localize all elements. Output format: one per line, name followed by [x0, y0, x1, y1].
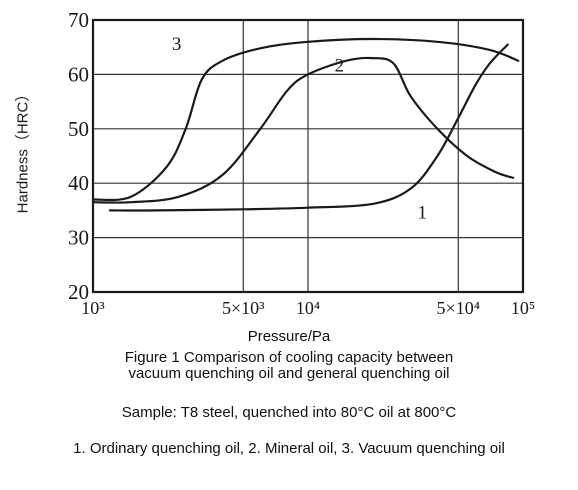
x-tick-label: 5×10⁴: [437, 298, 480, 318]
y-axis-label: Hardness（HRC）: [14, 86, 32, 214]
y-tick-label: 70: [68, 8, 89, 32]
curve-label-3: 3: [172, 34, 182, 55]
y-tick-label: 60: [68, 62, 89, 86]
hardness-chart: 3 2 1 20 30 40 50 60 70 10³ 5×10³ 10⁴ 5×10⁴ 10⁵: [68, 8, 535, 318]
series-3-line: [91, 37, 520, 202]
x-tick-label: 5×10³: [222, 298, 265, 318]
series-1-line: [108, 43, 509, 212]
sample-note: Sample: T8 steel, quenched into 80°C oil…: [121, 404, 457, 421]
curve-label-1: 1: [418, 203, 428, 224]
x-axis-label: Pressure/Pa: [247, 328, 331, 345]
plot-frame: [91, 18, 525, 294]
y-tick-label: 30: [68, 226, 89, 250]
x-tick-label: 10⁵: [511, 298, 535, 318]
axis-ticks: 20 30 40 50 60 70 10³ 5×10³ 10⁴ 5×10⁴ 10⁵: [68, 8, 535, 318]
curve-label-2: 2: [335, 56, 345, 77]
figure-caption-line-1: Figure 1 Comparison of cooling capacity …: [124, 349, 454, 366]
curves: 3 2 1: [91, 34, 520, 224]
grid: [93, 20, 523, 292]
x-tick-label: 10⁴: [296, 298, 320, 318]
x-tick-label: 10³: [81, 298, 105, 318]
y-tick-label: 50: [68, 117, 89, 141]
figure-caption-line-2: vacuum quenching oil and general quenchi…: [128, 365, 450, 382]
series-2-line: [91, 56, 515, 204]
y-tick-label: 20: [68, 280, 89, 304]
y-tick-label: 40: [68, 171, 89, 195]
curve-legend: 1. Ordinary quenching oil, 2. Mineral oi…: [73, 440, 505, 457]
